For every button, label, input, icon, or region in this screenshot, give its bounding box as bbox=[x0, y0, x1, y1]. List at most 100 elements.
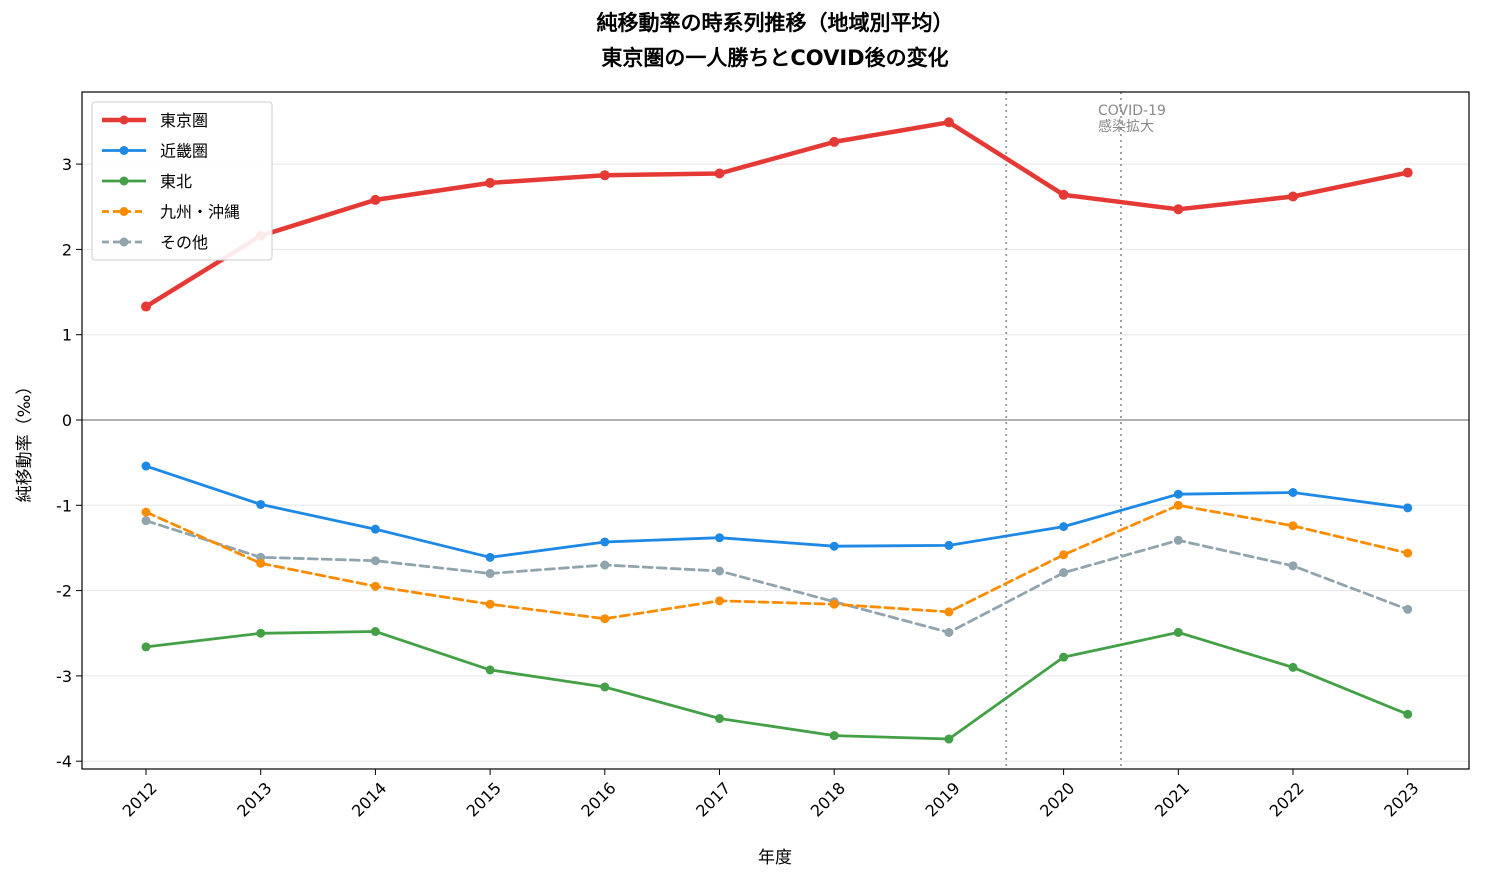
data-point bbox=[485, 552, 495, 562]
data-point bbox=[1058, 189, 1069, 200]
legend-label: 東京圏 bbox=[160, 111, 208, 130]
legend-swatch-marker bbox=[119, 115, 129, 125]
series-3 bbox=[141, 500, 1413, 624]
data-point bbox=[141, 642, 151, 652]
x-tick-label: 2012 bbox=[119, 778, 161, 820]
data-point bbox=[1403, 709, 1413, 719]
annotation-line-2: 感染拡大 bbox=[1098, 118, 1154, 135]
data-point bbox=[485, 599, 495, 609]
data-point bbox=[1173, 204, 1184, 215]
data-point bbox=[256, 558, 266, 568]
y-axis-label: 純移動率（‰） bbox=[15, 378, 35, 503]
data-point bbox=[370, 556, 380, 566]
legend-swatch-marker bbox=[119, 237, 129, 247]
data-point bbox=[1402, 167, 1413, 178]
data-point bbox=[829, 731, 839, 741]
data-point bbox=[1173, 489, 1183, 499]
x-tick-label: 2019 bbox=[922, 778, 964, 820]
data-point bbox=[714, 168, 725, 179]
data-point bbox=[1288, 561, 1298, 571]
data-point bbox=[715, 566, 724, 576]
legend-swatch-marker bbox=[119, 146, 129, 155]
data-point bbox=[1059, 550, 1069, 560]
data-point bbox=[370, 194, 381, 205]
y-tick-label: -2 bbox=[56, 582, 72, 601]
plot-frame bbox=[81, 91, 1470, 770]
data-point bbox=[370, 627, 380, 637]
data-point bbox=[944, 607, 954, 617]
data-point bbox=[1288, 191, 1298, 202]
data-point bbox=[1173, 627, 1183, 637]
y-tick-label: 0 bbox=[62, 411, 72, 430]
data-point bbox=[943, 117, 954, 128]
x-tick-label: 2015 bbox=[463, 778, 505, 820]
x-tick-label: 2023 bbox=[1380, 778, 1422, 820]
y-tick-label: 3 bbox=[62, 155, 72, 174]
data-point bbox=[600, 560, 610, 570]
x-tick-label: 2018 bbox=[807, 778, 849, 820]
data-point bbox=[715, 533, 724, 543]
y-tick-label: -3 bbox=[56, 667, 72, 686]
chart-title-line-1: 純移動率の時系列推移（地域別平均） bbox=[597, 11, 954, 35]
data-point bbox=[1288, 662, 1298, 672]
series-line bbox=[143, 120, 1410, 309]
series-layer bbox=[141, 117, 1413, 744]
y-tick-label: 2 bbox=[62, 240, 72, 259]
data-point bbox=[944, 540, 954, 550]
x-tick-label: 2013 bbox=[233, 778, 275, 820]
data-point bbox=[1173, 500, 1183, 510]
data-point bbox=[829, 541, 839, 551]
data-point bbox=[1059, 652, 1069, 662]
x-axis-label: 年度 bbox=[758, 848, 792, 868]
data-point bbox=[715, 714, 724, 724]
x-tick-label: 2022 bbox=[1266, 778, 1308, 820]
data-point bbox=[485, 665, 495, 675]
y-tick-label: -1 bbox=[56, 496, 72, 515]
data-point bbox=[256, 499, 266, 509]
series-0 bbox=[141, 117, 1413, 312]
series-line bbox=[144, 630, 1410, 741]
data-point bbox=[944, 627, 954, 637]
data-point bbox=[485, 569, 495, 579]
series-line bbox=[144, 519, 1410, 634]
data-point bbox=[141, 507, 151, 517]
data-point bbox=[600, 682, 610, 692]
annotation-line-1: COVID-19 bbox=[1098, 103, 1166, 119]
x-tick-label: 2016 bbox=[577, 778, 619, 820]
data-point bbox=[1403, 548, 1413, 558]
data-point bbox=[1059, 568, 1069, 578]
data-point bbox=[829, 136, 840, 147]
series-line bbox=[144, 503, 1410, 621]
series-2 bbox=[141, 627, 1413, 744]
data-point bbox=[1288, 488, 1298, 498]
data-point bbox=[1288, 521, 1298, 531]
legend-frame bbox=[91, 101, 273, 261]
data-point bbox=[599, 170, 610, 181]
legend-label: その他 bbox=[160, 233, 208, 252]
series-line bbox=[144, 464, 1410, 559]
data-point bbox=[1403, 503, 1413, 513]
legend-label: 九州・沖縄 bbox=[160, 203, 240, 222]
data-point bbox=[1403, 604, 1413, 614]
data-point bbox=[600, 537, 610, 547]
data-point bbox=[715, 596, 724, 606]
x-tick-label: 2014 bbox=[348, 778, 390, 820]
data-point bbox=[141, 461, 151, 471]
data-point bbox=[829, 599, 839, 609]
data-point bbox=[485, 177, 496, 188]
y-tick-label: -4 bbox=[56, 752, 72, 771]
legend-label: 近畿圏 bbox=[160, 142, 208, 161]
x-tick-label: 2021 bbox=[1151, 778, 1193, 820]
legend-label: 東北 bbox=[160, 172, 192, 191]
x-tick-label: 2017 bbox=[692, 778, 734, 820]
data-point bbox=[1173, 535, 1183, 545]
data-point bbox=[944, 734, 954, 744]
data-point bbox=[370, 581, 380, 591]
data-point bbox=[256, 628, 266, 638]
reference-line-layer bbox=[1005, 92, 1122, 769]
legend-swatch-marker bbox=[119, 207, 129, 216]
data-point bbox=[600, 614, 610, 624]
legend-swatch-marker bbox=[119, 176, 129, 186]
